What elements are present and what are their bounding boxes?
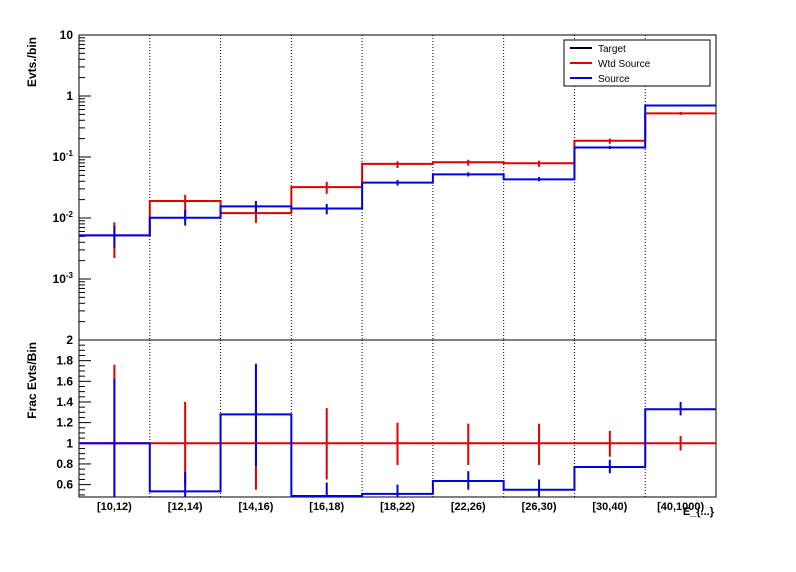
y-tick-label: 0.8 (56, 457, 73, 471)
y-tick-label: 1 (66, 89, 73, 103)
legend-label: Source (598, 74, 630, 85)
x-tick-label: [18,22) (380, 501, 415, 513)
legend: Target Wtd Source Source (563, 39, 711, 87)
x-tick-label: [30,40) (592, 501, 627, 513)
y-tick-label: 1.8 (56, 354, 73, 368)
y-tick-label: 10-3 (53, 271, 74, 286)
y-tick-label: 10 (60, 28, 74, 42)
y-tick-label: 10-2 (53, 210, 74, 225)
y-tick-label: 10-1 (53, 149, 74, 164)
y-tick-label: 1 (66, 436, 73, 450)
bottom-frame (78, 339, 717, 498)
x-tick-label: [22,26) (451, 501, 486, 513)
source-step-line (79, 104, 716, 237)
y-tick-label: 2 (66, 333, 73, 347)
x-tick-label: [14,16) (239, 501, 274, 513)
x-tick-label: [26,30) (522, 501, 557, 513)
x-tick-label: [10,12) (97, 501, 132, 513)
y-tick-label: 0.6 (56, 478, 73, 492)
x-axis-label: E_{...} (683, 506, 715, 518)
x-tick-label: [12,14) (168, 501, 203, 513)
legend-label: Target (598, 44, 626, 55)
bottom-y-axis-label: Frac Evts/Bin (25, 342, 39, 419)
y-tick-label: 1.4 (56, 395, 73, 409)
y-tick-label: 1.6 (56, 374, 73, 388)
x-tick-label: [40,1000) (657, 501, 704, 513)
bottom-panel: 2 1.8 1.6 1.4 1.2 1 0.8 0.6 Frac Evts/Bin [10,12)… (25, 333, 717, 518)
x-tick-label: [16,18) (309, 501, 344, 513)
legend-label: Wtd Source (598, 59, 651, 70)
top-y-axis-label: Evts./bin (25, 37, 39, 87)
y-tick-label: 1.2 (56, 416, 73, 430)
